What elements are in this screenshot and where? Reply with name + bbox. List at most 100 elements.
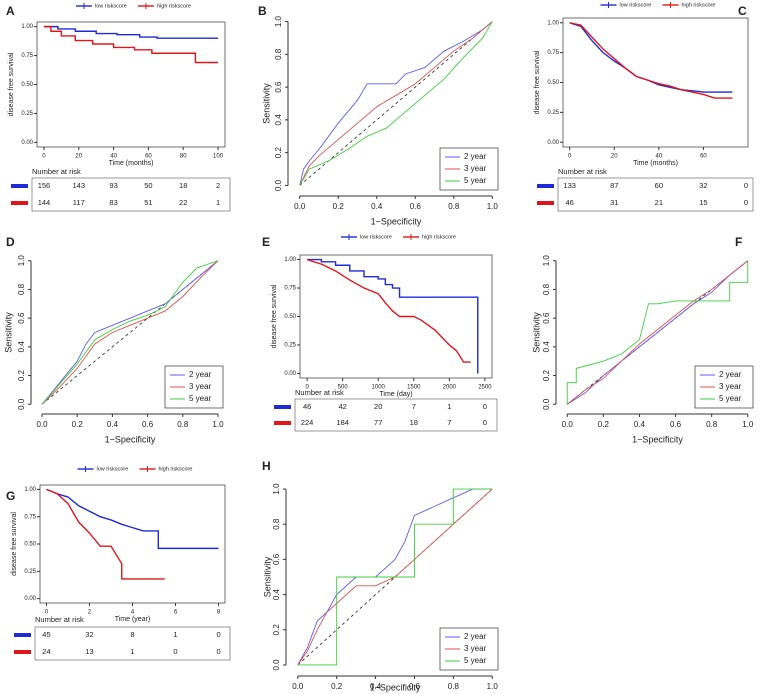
risk-count: 45 [42,630,50,639]
y-tick-label: 0.0 [274,179,283,191]
panel-letter: C [738,4,747,18]
curve [43,25,219,39]
legend-label: 2 year [464,632,487,641]
risk-count: 50 [144,181,152,190]
legend-label: high riskscore [422,234,456,240]
legend-marker [143,3,149,9]
y-tick-label: 0.6 [274,81,283,93]
y-tick-label: 0.4 [272,588,281,600]
y-tick-label: 0.75 [547,50,559,56]
x-tick-label: 8 [217,610,221,616]
y-tick-label: 0.6 [17,312,26,324]
y-tick-label: 0.4 [274,114,283,126]
risk-table-box [34,626,231,661]
curve [566,260,749,405]
risk-count: 1 [447,402,451,411]
legend-label: high riskscore [682,2,716,8]
y-tick-label: 1.00 [547,20,559,26]
risk-count: 42 [338,402,346,411]
y-tick-label: 0.75 [21,53,33,59]
x-tick-label: 0.0 [36,420,48,429]
risk-count: 15 [699,198,707,207]
y-tick-label: 0.50 [547,80,559,86]
y-axis-label: disease free survival [8,52,15,116]
x-axis-label: Time (months) [633,160,678,167]
risk-count: 20 [374,402,382,411]
legend-label: 2 year [719,370,742,379]
x-tick-label: 0.8 [448,202,460,211]
y-tick-label: 0.0 [542,398,551,410]
y-tick-label: 0.4 [542,341,551,353]
y-tick-label: 0.2 [17,369,26,381]
x-tick-label: 4 [131,610,135,616]
x-tick-label: 0.6 [670,420,682,429]
risk-count: 0 [216,647,220,656]
risk-count: 2 [216,181,220,190]
risk-count: 87 [610,181,618,190]
legend-label: 5 year [189,394,212,403]
legend-marker [667,2,674,8]
panel-letter: D [6,235,15,249]
x-tick-label: 0.4 [634,420,646,429]
y-tick-label: 0.8 [542,283,551,295]
curve [307,258,479,374]
risk-count: 13 [85,647,93,656]
panel-letter: E [262,235,270,249]
y-tick-label: 0.00 [21,140,33,146]
panel-letter: G [6,489,15,503]
x-tick-label: 20 [75,154,82,160]
x-tick-label: 0.6 [409,682,421,691]
risk-table-box [557,177,754,212]
x-tick-label: 0 [305,385,309,391]
risk-count: 0 [744,198,748,207]
y-tick-label: 0.00 [284,371,296,377]
risk-count: 133 [563,181,576,190]
y-tick-label: 0.6 [272,553,281,565]
risk-count: 21 [655,198,663,207]
x-tick-label: 0.0 [294,202,306,211]
y-tick-label: 0.2 [272,624,281,636]
risk-count: 224 [301,418,314,427]
x-axis-label: 1−Specificity [105,434,156,444]
y-tick-label: 0.00 [547,140,559,146]
x-tick-label: 80 [180,154,187,160]
x-axis-label: 1−Specificity [370,682,421,692]
y-axis-label: disease free survival [11,512,18,576]
x-tick-label: 0.2 [72,420,84,429]
y-axis-label: Sensitivity [262,556,272,597]
risk-table-box [31,177,231,212]
y-tick-label: 0.00 [24,596,36,602]
plot-frame [299,254,493,379]
legend-label: high riskscore [157,3,191,9]
curve [566,260,749,405]
reference-diagonal [299,21,493,186]
legend-label: 5 year [719,394,742,403]
x-tick-label: 20 [611,154,618,160]
panel-letter: F [735,235,742,249]
x-tick-label: 500 [338,385,349,391]
risk-count: 1 [173,630,177,639]
x-tick-label: 0.0 [292,682,304,691]
legend-marker [81,3,87,9]
x-axis-label: 1−Specificity [371,216,422,226]
risk-count: 32 [699,181,707,190]
legend-label: 5 year [464,176,487,185]
risk-count: 143 [73,181,86,190]
legend-label: 5 year [464,656,487,665]
x-axis-label: Time (year) [115,616,151,623]
legend-label: 2 year [189,370,212,379]
risk-count: 117 [73,198,85,207]
y-tick-label: 0.0 [17,398,26,410]
x-tick-label: 0.6 [410,202,422,211]
x-tick-label: 40 [110,154,117,160]
y-tick-label: 0.50 [21,82,33,88]
y-tick-label: 0.8 [272,518,281,530]
risk-count: 0 [744,181,748,190]
curve [569,22,733,99]
y-tick-label: 0.25 [24,569,36,575]
risk-count: 156 [38,181,51,190]
y-tick-label: 0.2 [542,369,551,381]
x-tick-label: 60 [145,154,152,160]
risk-count: 22 [179,198,187,207]
